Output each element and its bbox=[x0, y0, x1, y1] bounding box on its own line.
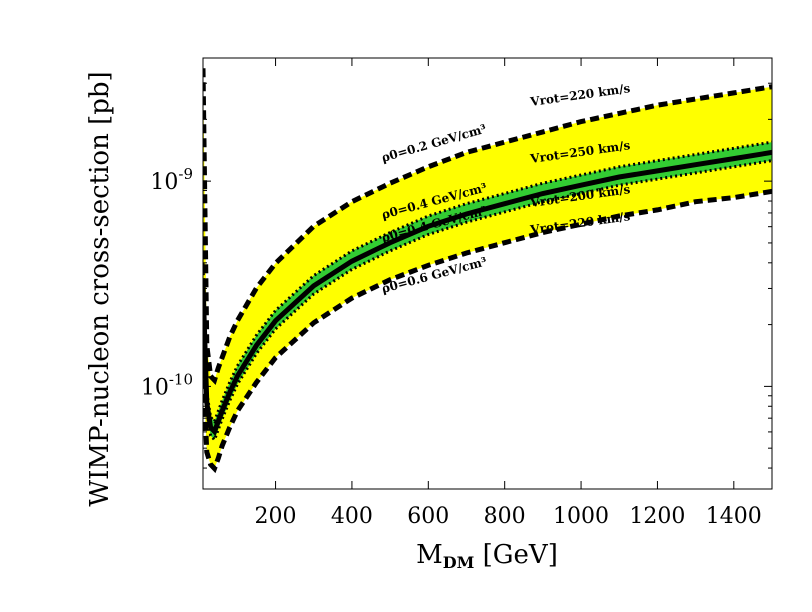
series-line-2 bbox=[203, 68, 772, 386]
x-tick-label: 200 bbox=[255, 504, 297, 529]
y-tick-label: 10-10 bbox=[141, 370, 193, 400]
y-tick-label: 10-9 bbox=[150, 165, 193, 195]
x-tick-label: 600 bbox=[407, 504, 449, 529]
x-tick-label: 800 bbox=[484, 504, 526, 529]
series-line-3 bbox=[203, 188, 772, 474]
axis-ticks: 200 400 600 800 1000 1200 1400 10-10 10-9 bbox=[141, 58, 772, 529]
x-axis-title: MDM [GeV] bbox=[416, 540, 558, 572]
y-axis-title: WIMP-nucleon cross-section [pb] bbox=[85, 71, 115, 506]
plot-frame bbox=[202, 57, 773, 490]
annotation-vrot220a: Vrot=220 km/s bbox=[528, 81, 631, 109]
x-tick-label: 400 bbox=[331, 504, 373, 529]
x-tick-label: 1000 bbox=[553, 504, 609, 529]
x-tick-label: 1400 bbox=[706, 504, 762, 529]
series-line-5 bbox=[203, 159, 772, 443]
band-yellow bbox=[203, 68, 772, 469]
series-line-1 bbox=[203, 149, 772, 437]
plot-area bbox=[203, 68, 772, 474]
x-tick-label: 1200 bbox=[629, 504, 685, 529]
